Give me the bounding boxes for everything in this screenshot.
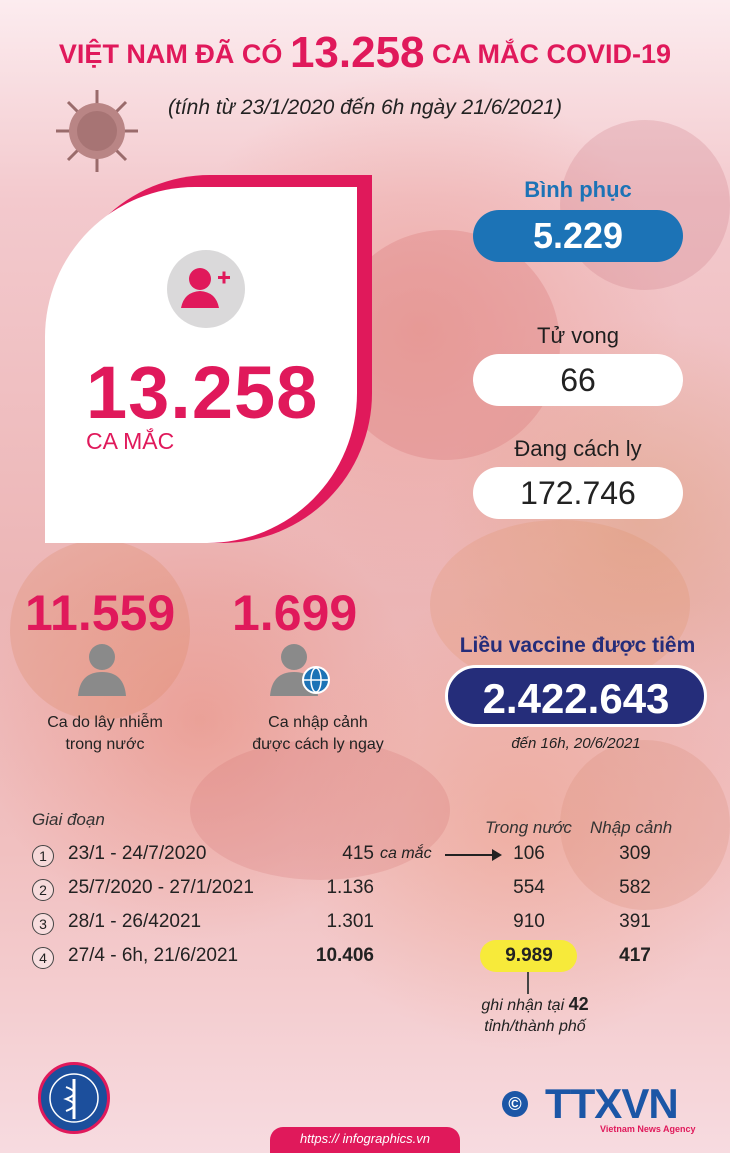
- row-total: 1.136: [326, 877, 374, 898]
- domestic-caption-line2: trong nước: [65, 736, 145, 753]
- callout-line: [527, 972, 529, 994]
- row-domestic: 910: [513, 911, 545, 932]
- period-header: Giai đoạn: [32, 810, 105, 829]
- total-cases-label: CA MẮC: [86, 428, 175, 454]
- vaccine-date: đến 16h, 20/6/2021: [511, 735, 641, 752]
- row-total: 10.406: [315, 945, 374, 966]
- agency-logo: TTXVN: [545, 1080, 679, 1127]
- imported-caption: Ca nhập cảnh được cách ly ngay: [218, 712, 418, 756]
- note-suffix: tỉnh/thành phố: [484, 1018, 586, 1035]
- row-period: 25/7/2020 - 27/1/2021: [68, 877, 254, 898]
- table-row: 4 27/4 - 6h, 21/6/2021 10.406 9.989 417: [0, 945, 730, 975]
- page-title: VIỆT NAM ĐÃ CÓ 13.258 CA MẮC COVID-19: [0, 28, 730, 78]
- avatar: [167, 250, 245, 328]
- imported-caption-line1: Ca nhập cảnh: [268, 714, 368, 731]
- row-number: 2: [32, 879, 54, 901]
- note-number: 42: [568, 994, 589, 1014]
- imported-caption-line2: được cách ly ngay: [252, 736, 384, 753]
- row-period: 28/1 - 26/42021: [68, 911, 202, 932]
- recovered-value: 5.229: [473, 210, 683, 262]
- virus-blob: [560, 120, 730, 290]
- row-total: 1.301: [326, 911, 374, 932]
- note-prefix: ghi nhận tại: [481, 997, 565, 1014]
- table-row: 3 28/1 - 26/42021 1.301 910 391: [0, 911, 730, 941]
- row-imported: 582: [619, 877, 651, 898]
- title-number: 13.258: [289, 28, 425, 77]
- case-word: ca mắc: [380, 845, 432, 862]
- row-imported: 309: [619, 843, 651, 864]
- row-period: 23/1 - 24/7/2020: [68, 843, 207, 864]
- row-number: 4: [32, 947, 54, 969]
- source-url[interactable]: https:// infographics.vn: [299, 1131, 431, 1146]
- card-body: [45, 187, 357, 543]
- recovered-label: Bình phục: [524, 177, 632, 202]
- domestic-caption-line1: Ca do lây nhiễm: [47, 714, 163, 731]
- provinces-note: ghi nhận tại 42 tỉnh/thành phố: [460, 994, 610, 1037]
- date-range-subtitle: (tính từ 23/1/2020 đến 6h ngày 21/6/2021…: [168, 96, 562, 119]
- ministry-of-health-logo: [38, 1062, 110, 1134]
- deaths-label: Tử vong: [537, 323, 619, 348]
- row-domestic: 106: [513, 843, 545, 864]
- title-prefix: VIỆT NAM ĐÃ CÓ: [58, 39, 283, 69]
- imported-header: Nhập cảnh: [590, 818, 673, 837]
- deaths-value: 66: [473, 354, 683, 406]
- row-imported: 391: [619, 911, 651, 932]
- row-number: 3: [32, 913, 54, 935]
- title-suffix: CA MẮC COVID-19: [432, 39, 672, 69]
- vaccine-label: Liều vaccine được tiêm: [459, 634, 696, 657]
- domestic-header: Trong nước: [485, 818, 572, 837]
- copyright-icon: ©: [502, 1091, 528, 1117]
- arrow-right-icon: [445, 849, 502, 861]
- total-cases-value: 13.258: [86, 351, 319, 434]
- quarantine-value: 172.746: [473, 467, 683, 519]
- row-imported: 417: [619, 945, 651, 966]
- imported-cases-value: 1.699: [232, 585, 358, 641]
- row-number: 1: [32, 845, 54, 867]
- row-period: 27/4 - 6h, 21/6/2021: [68, 945, 239, 966]
- domestic-cases-value: 11.559: [25, 585, 176, 641]
- table-row: 2 25/7/2020 - 27/1/2021 1.136 554 582: [0, 877, 730, 907]
- row-domestic: 9.989: [505, 945, 553, 966]
- person-icon: [78, 644, 126, 696]
- add-user-icon: [181, 268, 230, 308]
- url-bar: [270, 1127, 460, 1153]
- table-row: 1 23/1 - 24/7/2020 415 ca mắc 106 309: [0, 843, 730, 873]
- traveler-globe-icon: [270, 644, 330, 696]
- virus-icon: [56, 90, 138, 172]
- row-total: 415: [342, 843, 374, 864]
- row-domestic: 554: [513, 877, 545, 898]
- quarantine-label: Đang cách ly: [514, 436, 642, 461]
- caduceus-icon: [49, 1073, 99, 1123]
- domestic-caption: Ca do lây nhiễm trong nước: [20, 712, 190, 756]
- total-cases-card: [45, 175, 372, 543]
- vaccine-value: 2.422.643: [445, 665, 707, 727]
- highlight-badge: [480, 940, 577, 972]
- agency-subtitle: Vietnam News Agency: [600, 1124, 696, 1134]
